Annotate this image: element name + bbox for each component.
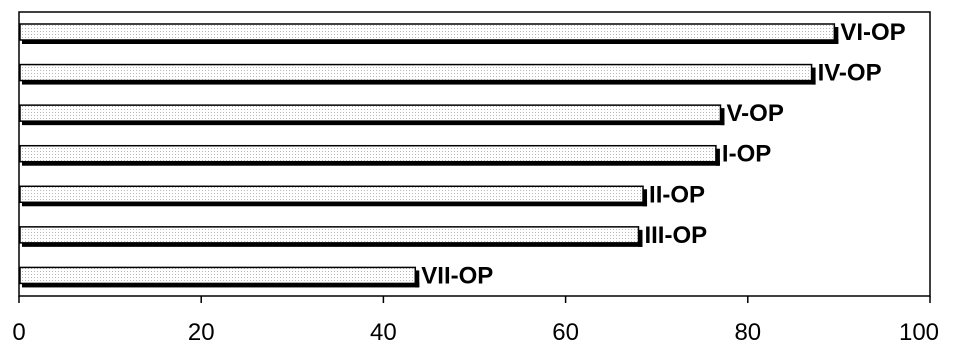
bar-shadow-side — [720, 108, 725, 126]
bar-shadow — [22, 39, 839, 44]
bar — [19, 226, 640, 244]
bar — [19, 23, 836, 41]
bar-shadow-side — [415, 270, 420, 288]
bar-shadow — [22, 241, 643, 247]
bar-shadow — [22, 79, 816, 85]
bar-label: VII-OP — [421, 262, 493, 289]
bar-vii-op: VII-OP — [19, 262, 493, 289]
bar-shadow-side — [638, 229, 643, 247]
plot-frame — [18, 11, 931, 297]
bar-shadow — [22, 120, 725, 126]
bar-shadow — [22, 160, 720, 166]
bar-vi-op: VI-OP — [19, 19, 906, 46]
x-tick-label: 100 — [899, 319, 939, 346]
bar-shadow-side — [811, 67, 816, 85]
x-tick-label: 80 — [734, 319, 761, 346]
bar-i-op: I-OP — [19, 141, 771, 168]
bar-shadow-side — [834, 27, 839, 44]
bar-v-op: V-OP — [19, 100, 784, 127]
bar — [19, 185, 644, 204]
bar-shadow — [22, 201, 648, 207]
bar — [19, 144, 717, 163]
bar-label: V-OP — [726, 100, 783, 127]
bar-ii-op: II-OP — [19, 181, 705, 208]
x-tick-label: 60 — [552, 319, 579, 346]
bar — [19, 63, 813, 82]
bar-shadow-side — [715, 148, 720, 166]
bar — [19, 266, 417, 285]
bar-label: II-OP — [649, 181, 705, 208]
bar-iv-op: IV-OP — [19, 60, 882, 87]
x-tick-label: 0 — [12, 319, 25, 346]
x-axis: 0 20 40 60 80 100 — [12, 296, 939, 346]
bars-group: VI-OP IV-OP V-OP I-OP II-OP III-OP VII-OP — [19, 19, 906, 289]
bar-label: VI-OP — [840, 19, 905, 46]
bar-label: III-OP — [644, 222, 707, 249]
x-tick-label: 20 — [188, 319, 215, 346]
bar — [19, 104, 722, 122]
bar-shadow — [22, 282, 420, 288]
bar-label: I-OP — [722, 141, 771, 168]
bar-iii-op: III-OP — [19, 222, 707, 249]
x-tick-label: 40 — [370, 319, 397, 346]
bar-shadow-side — [643, 189, 648, 207]
bar-label: IV-OP — [818, 60, 882, 87]
